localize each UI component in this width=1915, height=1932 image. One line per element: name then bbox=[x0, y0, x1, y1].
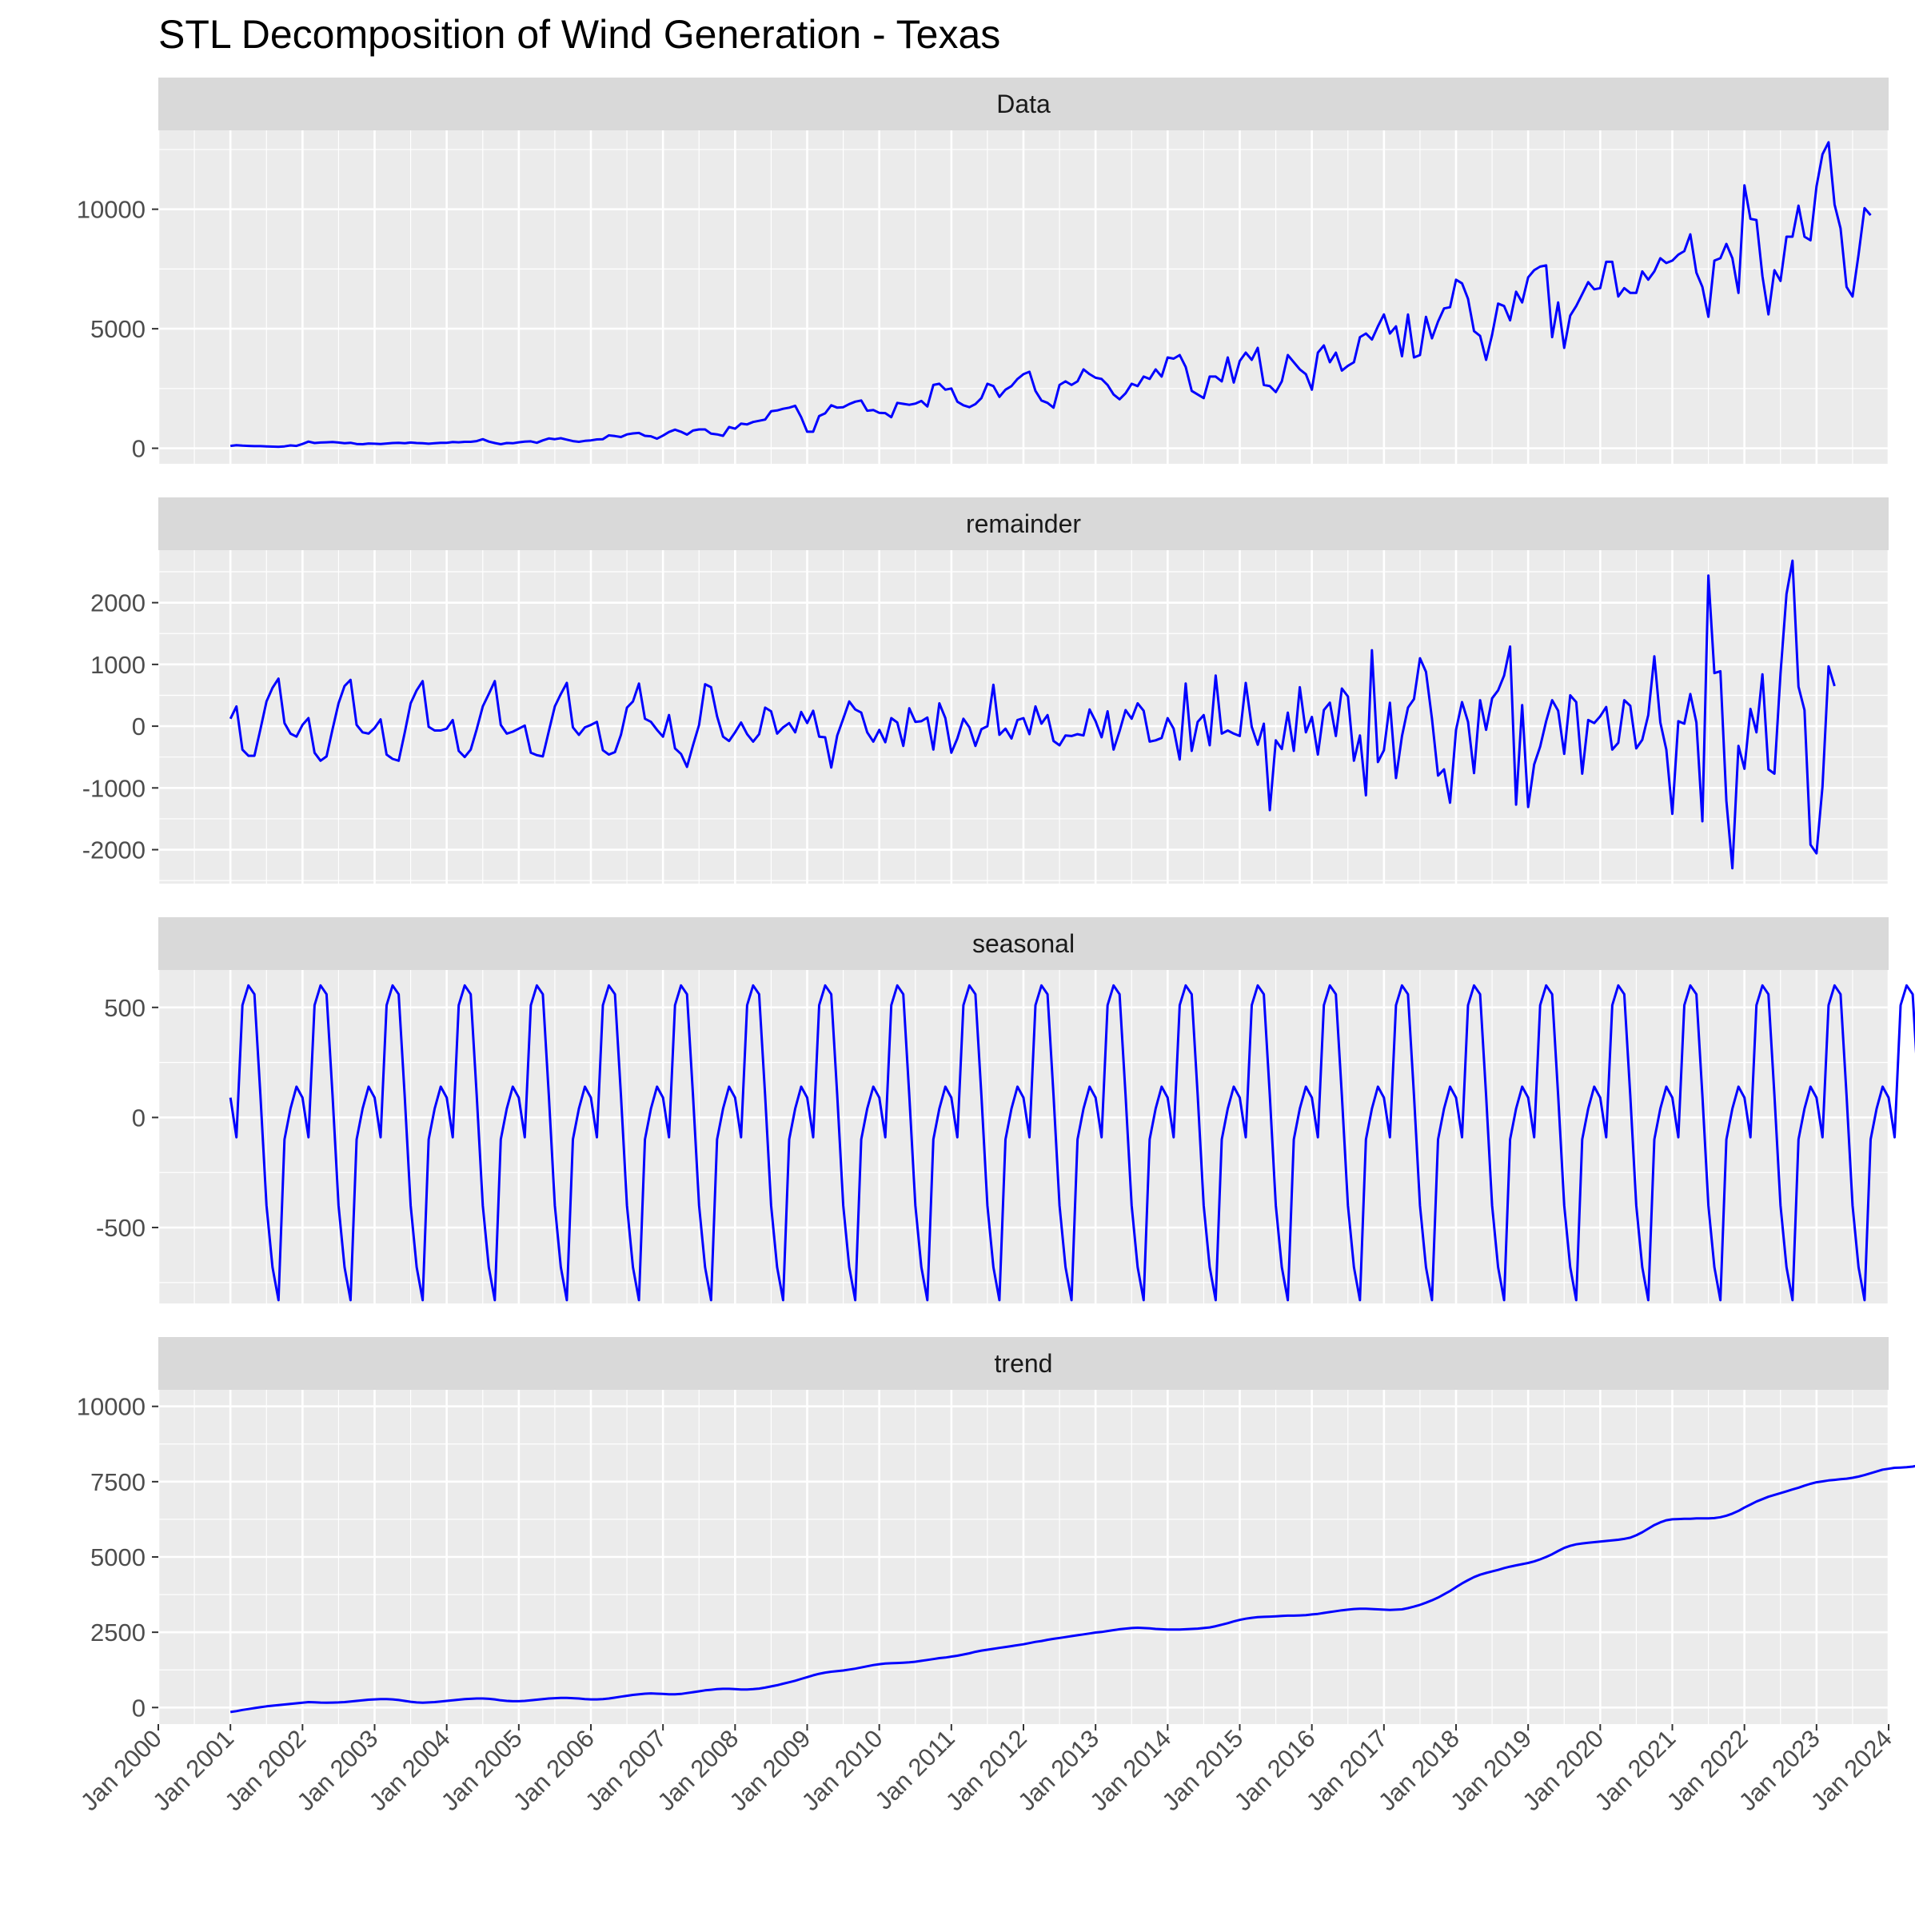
y-tick-label: 5000 bbox=[90, 315, 146, 343]
facet-strip bbox=[158, 1337, 1889, 1390]
facet-panel-seasonal: seasonal -500 0 500 bbox=[96, 917, 1915, 1303]
facet-strip-label: Data bbox=[996, 90, 1051, 118]
y-tick-label: 0 bbox=[132, 1104, 146, 1132]
y-tick-label: -2000 bbox=[82, 836, 146, 864]
series-line-data bbox=[230, 141, 1872, 449]
facet-panel-data: Data 0 5000 10000 bbox=[77, 78, 1890, 464]
facet-panel-remainder: remainder -2000 -1000 0 1000 2000 bbox=[82, 497, 1890, 884]
y-tick-label: 7500 bbox=[90, 1468, 146, 1496]
y-tick-label: 500 bbox=[104, 994, 146, 1022]
facet-panel-trend: trend 0 2500 5000 7500 10000 bbox=[77, 1337, 1915, 1724]
y-tick-label: 10000 bbox=[77, 196, 146, 224]
y-tick-label: 1000 bbox=[90, 651, 146, 679]
y-tick-label: 10000 bbox=[77, 1393, 146, 1421]
y-tick-label: -500 bbox=[96, 1214, 146, 1242]
facet-strip bbox=[158, 78, 1889, 130]
y-tick-label: -1000 bbox=[82, 774, 146, 802]
chart-title: STL Decomposition of Wind Generation - T… bbox=[158, 12, 1000, 57]
series-line-remainder bbox=[229, 559, 1836, 870]
series-line-seasonal bbox=[229, 984, 1915, 1302]
series-line-trend bbox=[229, 1464, 1915, 1714]
y-tick-label: 0 bbox=[132, 1694, 146, 1722]
y-tick-label: 2500 bbox=[90, 1619, 146, 1647]
facet-strip bbox=[158, 917, 1889, 970]
facet-strip-label: trend bbox=[995, 1349, 1053, 1378]
facet-strip-label: seasonal bbox=[972, 929, 1075, 958]
y-tick-label: 0 bbox=[132, 435, 146, 463]
y-tick-label: 5000 bbox=[90, 1543, 146, 1571]
y-tick-label: 0 bbox=[132, 713, 146, 740]
facet-panels: Data0500010000remainder-2000-10000100020… bbox=[77, 78, 1915, 1724]
facet-strip bbox=[158, 497, 1889, 550]
facet-strip-label: remainder bbox=[966, 509, 1081, 538]
y-tick-label: 2000 bbox=[90, 589, 146, 617]
